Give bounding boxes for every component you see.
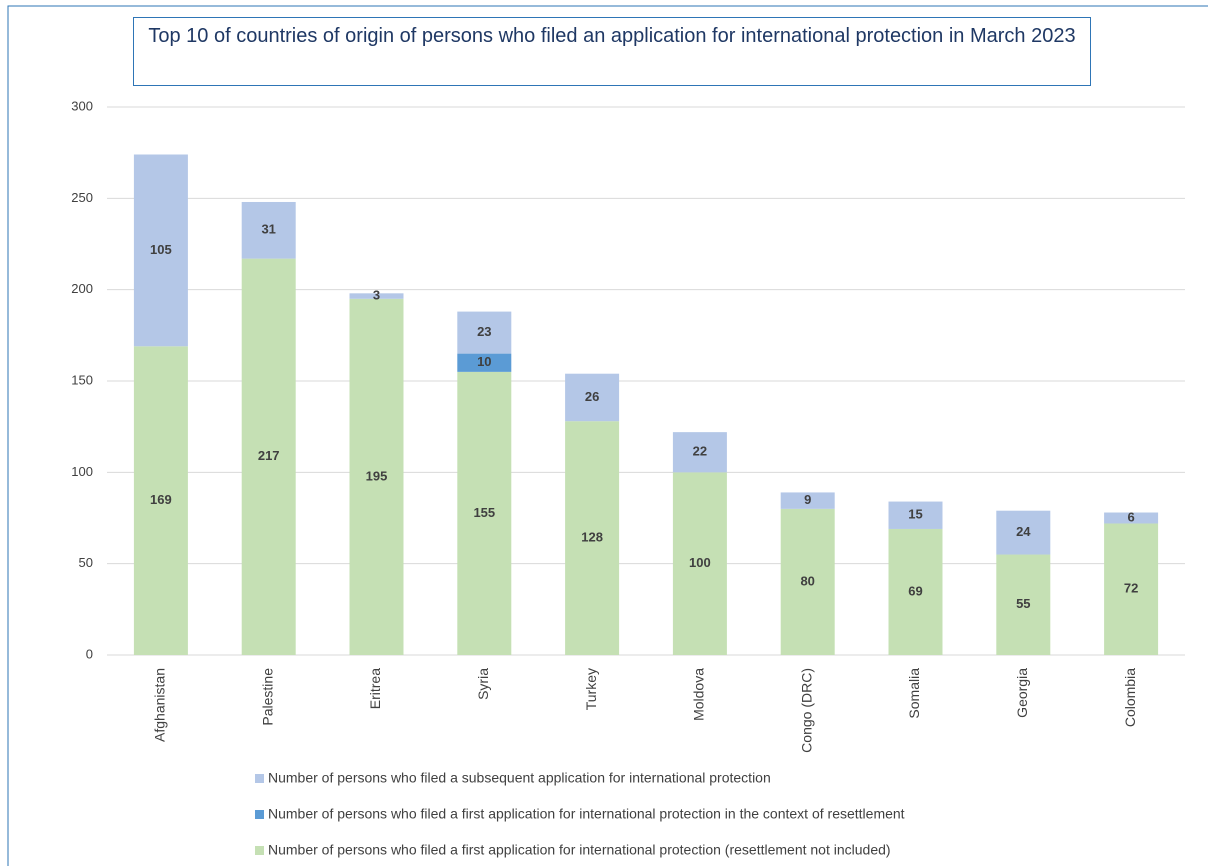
x-tick-label: Moldova xyxy=(691,668,707,721)
x-tick-label: Palestine xyxy=(259,668,275,726)
bar-segment xyxy=(996,510,1051,555)
bar-segment xyxy=(1104,512,1159,524)
bar-segment xyxy=(672,472,727,655)
bar-segment xyxy=(780,508,835,655)
bar-segment xyxy=(457,353,512,372)
bar-segment xyxy=(349,293,404,299)
data-label: 10 xyxy=(477,354,491,369)
data-label: 23 xyxy=(477,324,491,339)
y-tick-label: 150 xyxy=(71,372,93,387)
x-tick-label: Syria xyxy=(475,668,491,700)
data-label: 15 xyxy=(908,507,922,522)
bar-segment xyxy=(888,528,943,655)
y-tick-label: 250 xyxy=(71,190,93,205)
y-tick-label: 300 xyxy=(71,98,93,113)
bar-segment xyxy=(241,201,296,259)
chart-border xyxy=(7,5,1208,866)
data-label: 6 xyxy=(1127,509,1134,524)
data-label: 24 xyxy=(1016,524,1031,539)
bar-segment xyxy=(457,311,512,354)
data-label: 69 xyxy=(908,583,922,598)
bar-segment xyxy=(1104,523,1159,655)
bar-segment xyxy=(888,501,943,529)
bar-segment xyxy=(457,371,512,655)
legend-swatch xyxy=(255,774,264,783)
x-tick-label: Eritrea xyxy=(367,668,383,709)
data-label: 26 xyxy=(585,389,599,404)
y-tick-label: 0 xyxy=(86,646,93,661)
y-tick-label: 200 xyxy=(71,281,93,296)
x-tick-label: Colombia xyxy=(1122,668,1138,727)
data-label: 31 xyxy=(261,222,275,237)
bar-segment xyxy=(133,346,188,655)
data-label: 128 xyxy=(581,530,603,545)
legend-label: Number of persons who filed a first appl… xyxy=(268,842,891,858)
x-tick-label: Georgia xyxy=(1014,668,1030,718)
bar-segment xyxy=(672,432,727,473)
bar-segment xyxy=(241,258,296,655)
legend-swatch xyxy=(255,810,264,819)
chart-title: Top 10 of countries of origin of persons… xyxy=(133,17,1091,86)
x-tick-label: Afghanistan xyxy=(152,668,168,742)
bar-segment xyxy=(133,154,188,347)
y-tick-label: 100 xyxy=(71,464,93,479)
legend-label: Number of persons who filed a first appl… xyxy=(268,806,905,822)
data-label: 155 xyxy=(473,505,495,520)
y-tick-label: 50 xyxy=(79,555,93,570)
bar-segment xyxy=(780,492,835,509)
data-label: 55 xyxy=(1016,596,1030,611)
x-tick-label: Congo (DRC) xyxy=(798,668,814,753)
bar-segment xyxy=(996,554,1051,655)
bar-segment xyxy=(349,298,404,655)
data-label: 100 xyxy=(689,555,711,570)
data-label: 195 xyxy=(366,468,388,483)
data-label: 72 xyxy=(1124,581,1138,596)
data-label: 169 xyxy=(150,492,172,507)
bar-segment xyxy=(565,373,620,422)
data-label: 22 xyxy=(693,444,707,459)
bar-segment xyxy=(565,421,620,655)
data-label: 217 xyxy=(258,448,280,463)
data-label: 80 xyxy=(800,573,814,588)
data-label: 3 xyxy=(373,287,380,302)
data-label: 105 xyxy=(150,242,172,257)
x-tick-label: Turkey xyxy=(583,668,599,710)
legend-label: Number of persons who filed a subsequent… xyxy=(268,770,771,786)
x-tick-label: Somalia xyxy=(906,668,922,719)
data-label: 9 xyxy=(804,492,811,507)
legend-swatch xyxy=(255,846,264,855)
